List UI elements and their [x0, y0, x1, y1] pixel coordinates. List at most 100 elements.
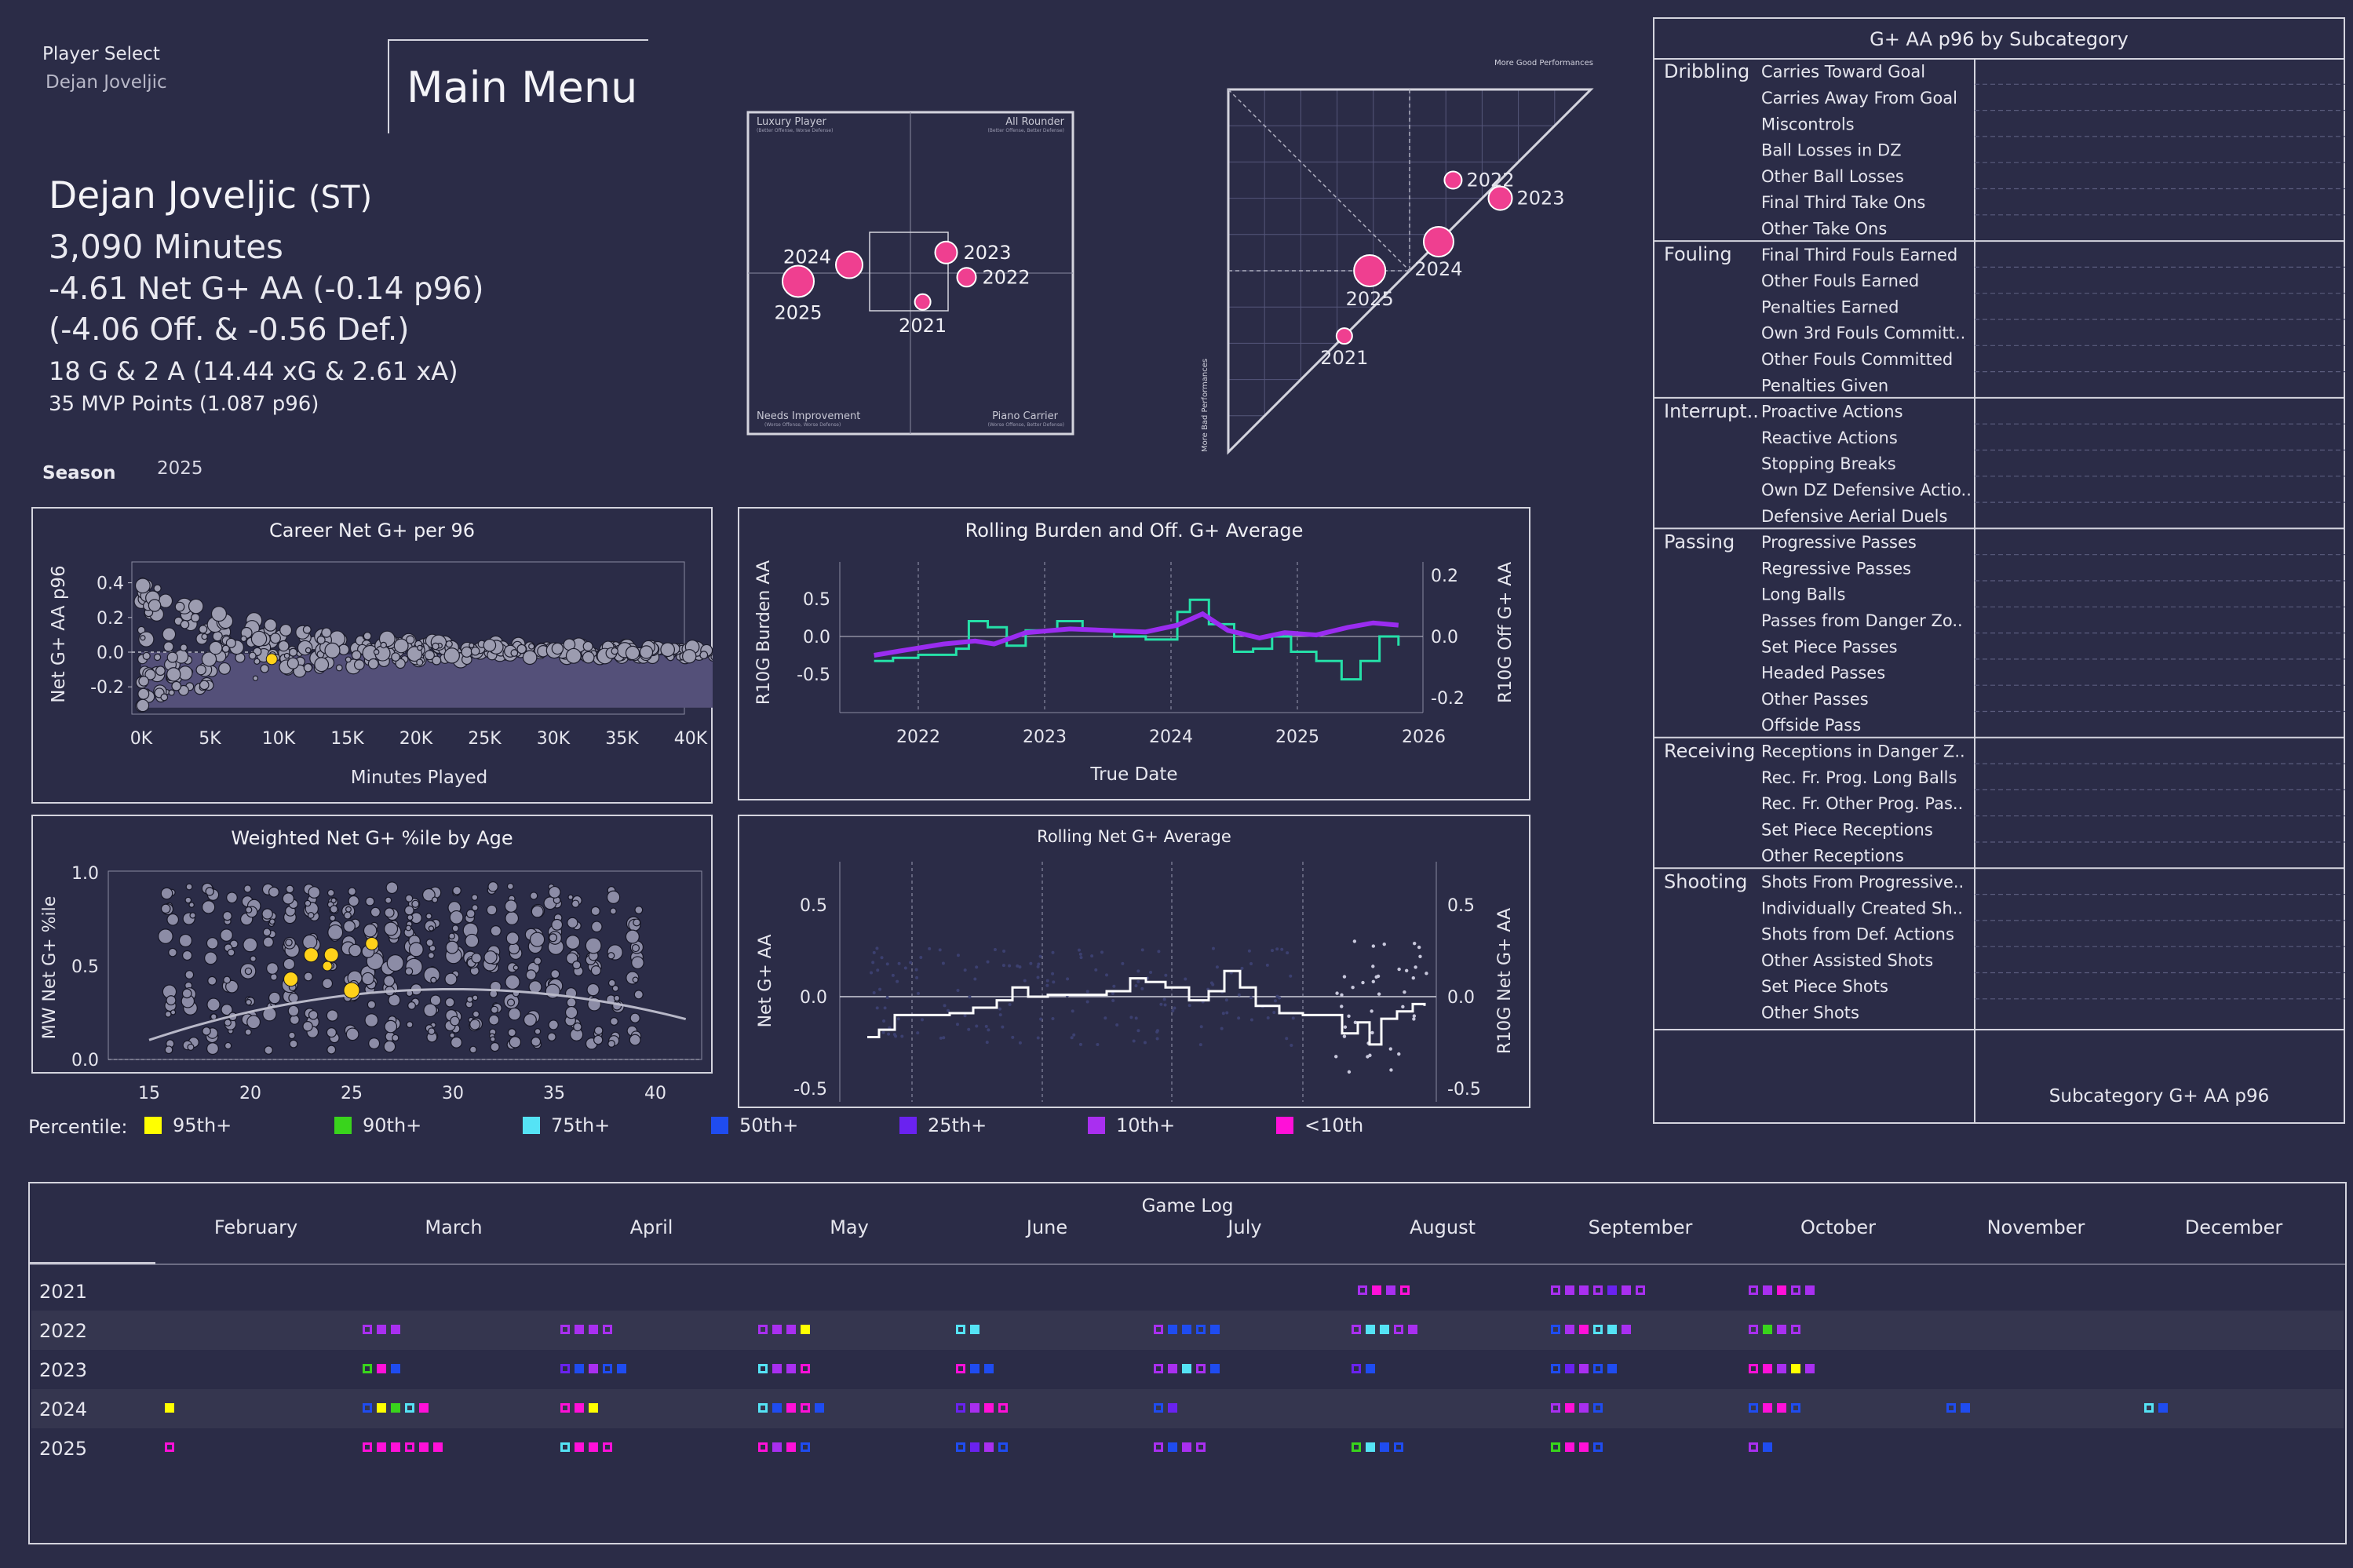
game-square[interactable]: [1380, 1442, 1389, 1452]
game-square[interactable]: [1168, 1364, 1177, 1373]
season-select[interactable]: 2025: [157, 458, 203, 479]
game-square[interactable]: [1210, 1325, 1220, 1334]
game-square[interactable]: [1607, 1285, 1617, 1295]
game-square[interactable]: [1622, 1285, 1631, 1295]
game-square[interactable]: [956, 1364, 965, 1373]
game-square[interactable]: [603, 1325, 612, 1334]
player-select-dropdown[interactable]: Dejan Joveljic: [46, 72, 167, 93]
game-square[interactable]: [575, 1403, 584, 1413]
game-square[interactable]: [363, 1364, 372, 1373]
game-square[interactable]: [758, 1325, 768, 1334]
game-square[interactable]: [1551, 1285, 1560, 1295]
game-square[interactable]: [1593, 1285, 1603, 1295]
game-square[interactable]: [377, 1325, 386, 1334]
game-square[interactable]: [1791, 1403, 1800, 1413]
game-square[interactable]: [1352, 1325, 1361, 1334]
game-square[interactable]: [1791, 1364, 1800, 1373]
game-square[interactable]: [1400, 1285, 1410, 1295]
game-square[interactable]: [603, 1442, 612, 1452]
game-square[interactable]: [560, 1442, 570, 1452]
game-square[interactable]: [1636, 1285, 1645, 1295]
game-square[interactable]: [575, 1325, 584, 1334]
game-square[interactable]: [758, 1442, 768, 1452]
game-square[interactable]: [1168, 1325, 1177, 1334]
game-square[interactable]: [1408, 1325, 1417, 1334]
game-square[interactable]: [984, 1442, 994, 1452]
game-square[interactable]: [1791, 1325, 1800, 1334]
legend-item[interactable]: 10th+: [1088, 1114, 1175, 1136]
game-square[interactable]: [560, 1325, 570, 1334]
game-square[interactable]: [1622, 1325, 1631, 1334]
game-square[interactable]: [1352, 1364, 1361, 1373]
game-square[interactable]: [1579, 1325, 1589, 1334]
game-square[interactable]: [1763, 1364, 1772, 1373]
legend-item[interactable]: 50th+: [711, 1114, 798, 1136]
game-square[interactable]: [1805, 1364, 1815, 1373]
game-square[interactable]: [970, 1364, 980, 1373]
game-square[interactable]: [1366, 1325, 1375, 1334]
game-square[interactable]: [1196, 1442, 1206, 1452]
game-square[interactable]: [1579, 1285, 1589, 1295]
game-square[interactable]: [1565, 1403, 1574, 1413]
game-square[interactable]: [1380, 1325, 1389, 1334]
game-square[interactable]: [1763, 1403, 1772, 1413]
game-square[interactable]: [1593, 1364, 1603, 1373]
game-square[interactable]: [363, 1325, 372, 1334]
game-square[interactable]: [1593, 1442, 1603, 1452]
game-square[interactable]: [1791, 1285, 1800, 1295]
game-square[interactable]: [1579, 1403, 1589, 1413]
game-square[interactable]: [786, 1364, 796, 1373]
game-square[interactable]: [589, 1403, 598, 1413]
game-square[interactable]: [1154, 1403, 1163, 1413]
game-square[interactable]: [391, 1403, 400, 1413]
game-square[interactable]: [1805, 1285, 1815, 1295]
game-square[interactable]: [1551, 1442, 1560, 1452]
game-square[interactable]: [575, 1364, 584, 1373]
game-square[interactable]: [786, 1325, 796, 1334]
game-square[interactable]: [1593, 1325, 1603, 1334]
game-square[interactable]: [970, 1325, 980, 1334]
game-square[interactable]: [1777, 1403, 1786, 1413]
legend-item[interactable]: 25th+: [899, 1114, 987, 1136]
game-square[interactable]: [970, 1442, 980, 1452]
game-square[interactable]: [363, 1403, 372, 1413]
game-square[interactable]: [998, 1403, 1008, 1413]
game-square[interactable]: [560, 1364, 570, 1373]
game-square[interactable]: [2144, 1403, 2154, 1413]
game-square[interactable]: [815, 1403, 824, 1413]
game-square[interactable]: [165, 1442, 174, 1452]
game-square[interactable]: [1565, 1325, 1574, 1334]
game-square[interactable]: [1565, 1364, 1574, 1373]
game-square[interactable]: [1154, 1364, 1163, 1373]
game-square[interactable]: [1607, 1364, 1617, 1373]
game-square[interactable]: [1579, 1364, 1589, 1373]
game-square[interactable]: [1182, 1364, 1191, 1373]
game-square[interactable]: [801, 1364, 810, 1373]
game-square[interactable]: [1182, 1325, 1191, 1334]
game-square[interactable]: [786, 1442, 796, 1452]
game-square[interactable]: [1777, 1285, 1786, 1295]
game-square[interactable]: [1394, 1442, 1403, 1452]
game-square[interactable]: [419, 1442, 429, 1452]
game-square[interactable]: [391, 1442, 400, 1452]
game-square[interactable]: [1394, 1325, 1403, 1334]
main-menu-button[interactable]: Main Menu: [388, 39, 648, 133]
game-square[interactable]: [1352, 1442, 1361, 1452]
game-square[interactable]: [786, 1403, 796, 1413]
game-square[interactable]: [433, 1442, 443, 1452]
game-square[interactable]: [1579, 1442, 1589, 1452]
game-square[interactable]: [1210, 1364, 1220, 1373]
game-square[interactable]: [956, 1403, 965, 1413]
game-square[interactable]: [1154, 1325, 1163, 1334]
game-square[interactable]: [405, 1403, 414, 1413]
game-square[interactable]: [575, 1442, 584, 1452]
game-square[interactable]: [1946, 1403, 1956, 1413]
game-square[interactable]: [1196, 1364, 1206, 1373]
game-square[interactable]: [165, 1403, 174, 1413]
game-square[interactable]: [2158, 1403, 2168, 1413]
game-square[interactable]: [772, 1403, 782, 1413]
game-square[interactable]: [377, 1442, 386, 1452]
game-square[interactable]: [1168, 1442, 1177, 1452]
game-square[interactable]: [801, 1442, 810, 1452]
game-square[interactable]: [1763, 1442, 1772, 1452]
